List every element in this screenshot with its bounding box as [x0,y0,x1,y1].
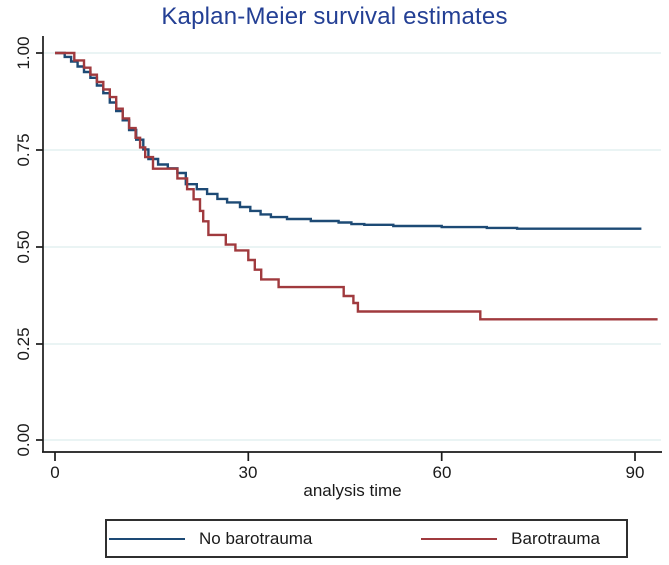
legend-label-no-barotrauma: No barotrauma [199,528,313,548]
legend-label-barotrauma: Barotrauma [511,528,600,548]
gridlines [44,52,661,441]
y-tick-label-0.00: 0.00 [14,423,33,457]
km-curve-barotrauma [55,51,658,321]
y-tick-label-0.50: 0.50 [14,230,33,264]
x-tick-label-60: 60 [432,463,452,482]
x-axis-title: analysis time [303,481,402,500]
y-tick-label-1.00: 1.00 [14,36,33,70]
legend-line-navy-icon [109,537,185,540]
legend-entry-no-barotrauma: No barotrauma [109,529,312,549]
x-tick-label-30: 30 [238,463,258,482]
legend-box: No barotrauma Barotrauma [105,519,628,558]
km-curve-no-barotrauma [55,51,642,230]
x-tick-label-90: 90 [625,463,645,482]
axes [36,36,662,461]
km-curves [55,51,658,321]
legend-entry-barotrauma: Barotrauma [421,529,600,549]
y-tick-label-0.25: 0.25 [14,327,33,361]
y-tick-label-0.75: 0.75 [14,133,33,167]
chart-title: Kaplan-Meier survival estimates [161,3,508,30]
legend-line-maroon-icon [421,537,498,540]
x-tick-label-0: 0 [50,463,60,482]
